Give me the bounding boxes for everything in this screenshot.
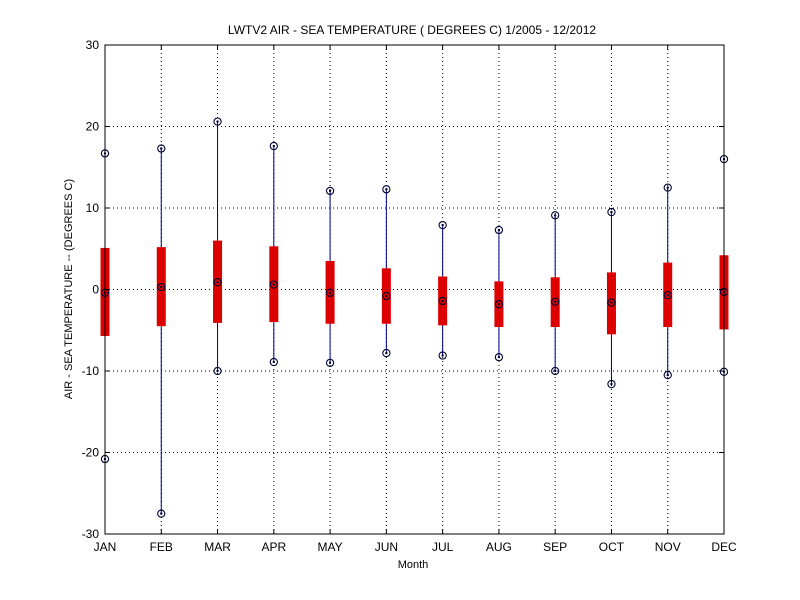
median-marker-dot	[610, 301, 613, 304]
max-marker	[607, 207, 616, 217]
y-tick-label: 0	[92, 283, 99, 297]
median-marker-dot	[441, 299, 444, 303]
max-marker	[494, 225, 504, 235]
median-marker-dot	[328, 291, 332, 294]
max-marker	[325, 186, 335, 196]
min-marker-dot	[610, 382, 613, 386]
box-group-may	[325, 186, 335, 367]
min-marker-dot	[497, 355, 501, 359]
x-tick-label-sep: SEP	[543, 540, 567, 554]
min-marker-dot	[441, 354, 444, 357]
min-marker	[157, 509, 166, 518]
x-tick-label-mar: MAR	[204, 540, 231, 554]
x-tick-label-jan: JAN	[94, 540, 117, 554]
median-marker-dot	[216, 280, 219, 284]
median-marker-dot	[553, 300, 557, 303]
median-marker	[438, 296, 447, 306]
median-marker	[382, 291, 391, 301]
median-marker	[325, 288, 335, 297]
median-marker	[663, 291, 672, 300]
max-marker	[382, 185, 391, 194]
y-tick-label: 10	[86, 201, 100, 215]
median-marker	[494, 300, 504, 309]
y-tick-label: -10	[82, 364, 100, 378]
min-marker	[494, 352, 504, 362]
max-marker-dot	[328, 189, 332, 193]
x-tick-label-nov: NOV	[655, 540, 681, 554]
min-marker	[269, 357, 278, 367]
min-marker-dot	[553, 369, 557, 373]
max-marker-dot	[666, 186, 669, 189]
x-tick-label-dec: DEC	[711, 540, 737, 554]
max-marker	[213, 117, 222, 126]
max-marker-dot	[553, 214, 557, 217]
median-marker-dot	[497, 302, 501, 306]
x-tick-label-aug: AUG	[486, 540, 512, 554]
x-tick-label-jun: JUN	[375, 540, 398, 554]
y-tick-label: 30	[86, 38, 100, 52]
min-marker-dot	[216, 369, 219, 373]
min-marker	[325, 358, 335, 367]
y-tick-label: -30	[82, 527, 100, 541]
box-group-nov	[663, 183, 673, 380]
median-marker	[157, 282, 166, 292]
min-marker	[438, 351, 447, 360]
box-group-mar	[213, 117, 223, 376]
min-marker	[607, 379, 616, 389]
box-group-sep	[550, 211, 560, 376]
y-axis-label: AIR - SEA TEMPERATURE -- (DEGREES C)	[63, 179, 75, 399]
min-marker-dot	[666, 373, 669, 377]
max-marker-dot	[216, 120, 219, 123]
max-marker-dot	[497, 228, 501, 232]
box-group-apr	[269, 141, 279, 367]
median-marker-dot	[666, 294, 669, 297]
max-marker	[269, 141, 278, 151]
y-tick-label: 20	[86, 120, 100, 134]
box-group-feb	[156, 144, 166, 518]
max-marker	[157, 144, 166, 153]
x-tick-label-feb: FEB	[150, 540, 173, 554]
max-marker	[663, 183, 672, 192]
max-marker-dot	[272, 144, 276, 148]
box-group-oct	[606, 207, 616, 389]
median-marker	[269, 280, 278, 289]
min-marker	[382, 348, 391, 358]
box-group-jun	[381, 185, 391, 358]
min-marker	[213, 366, 222, 376]
min-marker-dot	[385, 351, 388, 355]
min-marker-dot	[328, 361, 332, 365]
box-group-aug	[494, 225, 504, 362]
x-tick-label-jul: JUL	[432, 540, 454, 554]
series-layer	[100, 117, 729, 518]
median-marker-dot	[272, 283, 276, 286]
max-marker-dot	[160, 147, 163, 150]
min-marker-dot	[272, 360, 276, 364]
min-marker	[663, 370, 672, 380]
tick-layer: -30 -20 -10 0 10 20 30 JAN FEB MAR APR MAY JUN JUL AUG…	[82, 38, 737, 554]
y-tick-label: -20	[82, 446, 100, 460]
max-marker-dot	[441, 223, 444, 227]
x-tick-label-oct: OCT	[599, 540, 625, 554]
median-marker-dot	[385, 294, 388, 298]
median-marker	[213, 278, 222, 287]
max-marker	[438, 220, 447, 230]
x-axis-label: Month	[398, 559, 429, 571]
x-tick-label-apr: APR	[261, 540, 286, 554]
max-marker-dot	[385, 188, 388, 191]
x-tick-label-may: MAY	[318, 540, 343, 554]
grid-layer	[105, 45, 724, 534]
chart-title: LWTV2 AIR - SEA TEMPERATURE ( DEGREES C)…	[228, 23, 596, 37]
median-marker-dot	[160, 285, 163, 289]
box-group-jul	[438, 220, 448, 360]
min-marker	[551, 366, 560, 376]
median-marker	[607, 298, 616, 307]
max-marker	[551, 211, 560, 220]
max-marker-dot	[610, 210, 613, 214]
median-marker	[551, 297, 560, 306]
min-marker-dot	[160, 512, 163, 515]
